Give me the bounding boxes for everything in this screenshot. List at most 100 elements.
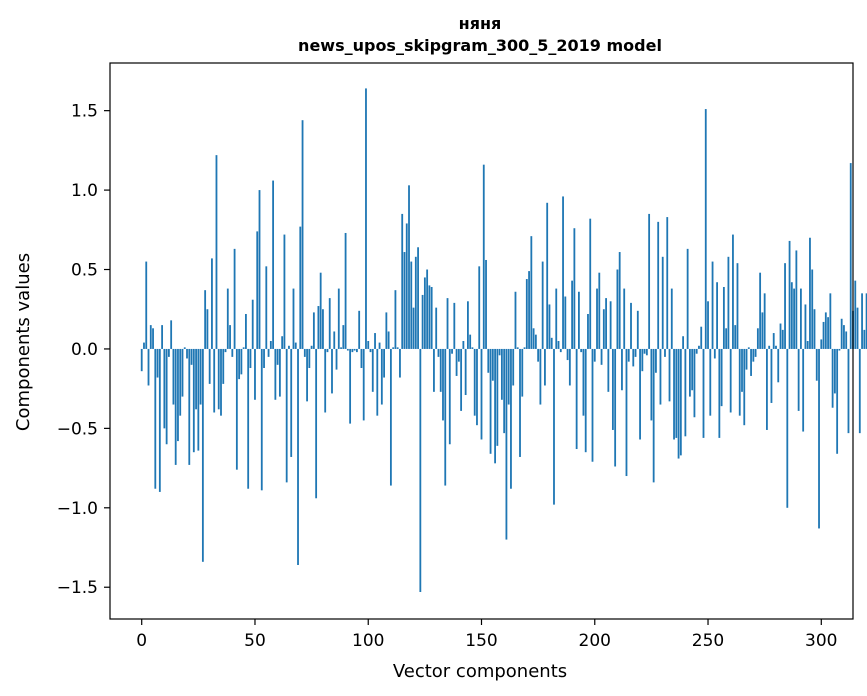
bar (747, 347, 750, 349)
bar (403, 252, 406, 349)
bar (285, 348, 288, 483)
bar (399, 348, 401, 378)
bar (419, 348, 422, 592)
bar (802, 348, 805, 432)
bar (761, 312, 764, 349)
bar (668, 348, 671, 402)
bar (550, 337, 553, 349)
y-axis: −1.5 −1.0 −0.5 0.0 0.5 1.0 1.5 (57, 102, 110, 598)
bar (836, 348, 839, 454)
bar (763, 293, 766, 349)
bar (315, 348, 318, 499)
bar (634, 348, 637, 357)
bar (353, 348, 356, 351)
bar (478, 266, 481, 349)
bar (600, 348, 603, 365)
bar (829, 293, 832, 349)
bar (738, 348, 741, 416)
bar (700, 326, 703, 349)
bar (206, 309, 209, 349)
bar (625, 348, 628, 477)
bar (804, 304, 807, 349)
bar (267, 348, 270, 357)
bar (725, 328, 728, 349)
x-tick-label: 50 (244, 631, 266, 651)
chart-title: няня (459, 14, 502, 33)
bar (433, 348, 435, 392)
bar (861, 293, 863, 349)
bar (360, 348, 363, 369)
bar (788, 240, 791, 349)
bar (815, 348, 818, 381)
bar (222, 348, 225, 384)
bar (741, 348, 743, 392)
bar (602, 309, 605, 349)
bar (147, 348, 150, 386)
bar (469, 334, 472, 349)
bar (845, 331, 848, 349)
bar (732, 234, 734, 349)
bar (491, 348, 494, 381)
bar (156, 348, 159, 378)
x-tick-label: 0 (136, 631, 147, 651)
bar (772, 333, 775, 349)
bar (643, 348, 646, 354)
bar (562, 196, 564, 349)
bar (539, 348, 542, 405)
bar (231, 348, 234, 357)
bar (670, 288, 673, 349)
bar (412, 307, 415, 349)
bar (530, 236, 533, 349)
bar (843, 325, 845, 349)
bar (167, 348, 170, 357)
bar (371, 348, 374, 392)
bar (258, 190, 261, 349)
bar (618, 252, 621, 349)
y-tick-label: −0.5 (57, 419, 98, 439)
bar (806, 341, 809, 349)
bar (471, 347, 474, 349)
bar (784, 263, 786, 349)
bar (623, 288, 626, 349)
bar (673, 348, 675, 440)
bar (793, 288, 796, 349)
bar (849, 163, 852, 349)
bar (292, 288, 295, 349)
bar (813, 309, 816, 349)
bar (833, 348, 836, 394)
bar (383, 348, 386, 378)
bar (546, 202, 549, 349)
bar (544, 348, 546, 386)
bar (143, 342, 145, 349)
bar (641, 348, 644, 372)
bar (775, 345, 777, 349)
bar (659, 348, 662, 405)
bar (790, 282, 793, 349)
bar (186, 348, 188, 359)
bar (820, 339, 823, 349)
y-tick-label: 1.0 (71, 181, 98, 201)
bar (727, 256, 730, 349)
bar (476, 348, 478, 426)
bar (781, 329, 784, 349)
bar (512, 348, 515, 386)
bar (487, 348, 490, 373)
bar (213, 348, 216, 413)
bar (256, 231, 259, 349)
bar (249, 348, 252, 369)
bar (865, 293, 867, 349)
bar (437, 348, 440, 357)
bar (505, 348, 508, 540)
bar (152, 328, 154, 349)
bar (192, 348, 195, 453)
bar (294, 342, 297, 349)
bar (756, 328, 759, 349)
bar (607, 348, 610, 392)
bar (288, 345, 290, 349)
bar (498, 348, 501, 356)
bar (274, 348, 277, 400)
bar (170, 320, 173, 349)
bar (455, 348, 458, 376)
bar (695, 348, 698, 354)
bar (405, 223, 408, 349)
